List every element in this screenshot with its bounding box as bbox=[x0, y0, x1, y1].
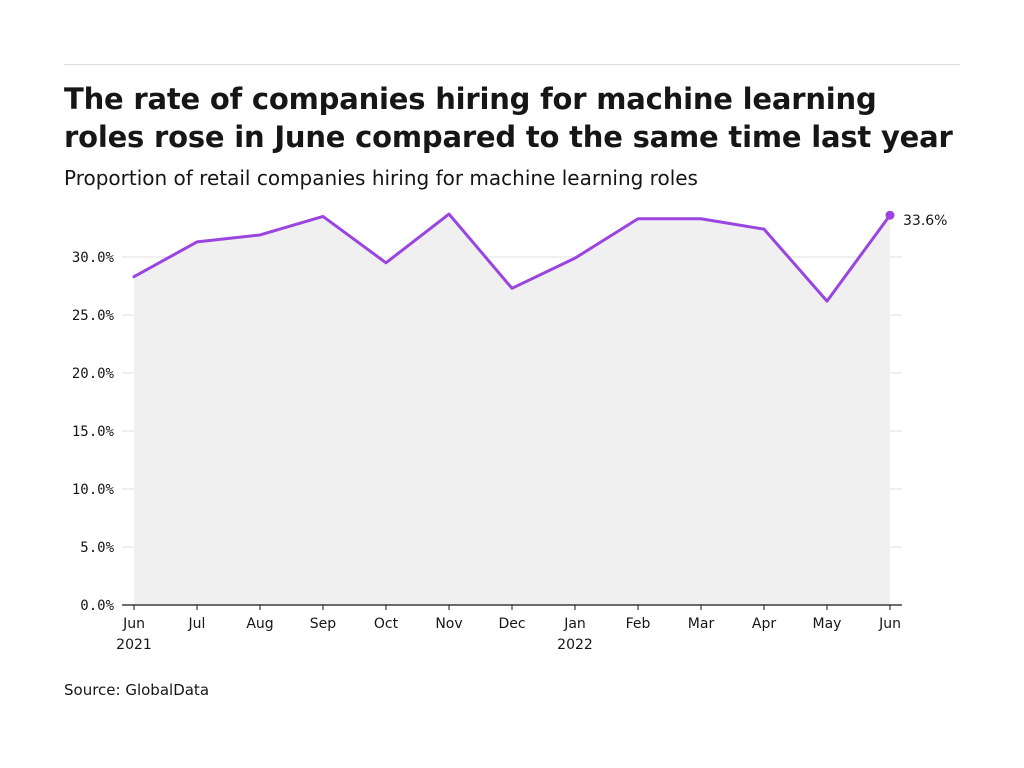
x-tick-label: Sep bbox=[310, 616, 337, 632]
x-tick-year-label: 2022 bbox=[557, 637, 593, 653]
axis-layer bbox=[122, 604, 902, 610]
last-point-marker bbox=[885, 210, 895, 220]
y-tick-label: 25.0% bbox=[72, 308, 115, 324]
chart-title: The rate of companies hiring for machine… bbox=[64, 82, 953, 154]
y-tick-label: 20.0% bbox=[72, 366, 115, 382]
area-fill-layer bbox=[134, 214, 890, 605]
end-value-label: 33.6% bbox=[903, 213, 947, 229]
series-line bbox=[132, 212, 892, 303]
y-tick-labels: 0.0% 5.0% 10.0% 15.0% 20.0% 25.0% 30.0% bbox=[72, 250, 115, 614]
x-tick-label: Dec bbox=[498, 616, 525, 632]
y-tick-label: 30.0% bbox=[72, 250, 115, 266]
x-tick-label: Jul bbox=[188, 616, 206, 632]
area-fill bbox=[134, 214, 890, 605]
x-tick-labels: Jun 2021 Jul Aug Sep Oct Nov Dec Jan 2022 Feb Mar Ap… bbox=[116, 616, 901, 653]
x-tick-label: Mar bbox=[688, 616, 715, 632]
x-tick-label: Nov bbox=[435, 616, 462, 632]
y-tick-label: 0.0% bbox=[80, 598, 114, 614]
x-tick-label: Aug bbox=[246, 616, 273, 632]
y-tick-label: 10.0% bbox=[72, 482, 115, 498]
x-tick-label: Jun bbox=[122, 616, 145, 632]
source-note: Source: GlobalData bbox=[64, 681, 210, 699]
x-tick-label: May bbox=[813, 616, 842, 632]
x-tick-label: Jun bbox=[878, 616, 901, 632]
end-label-layer: 33.6% bbox=[903, 213, 947, 229]
x-tick-label: Apr bbox=[752, 616, 776, 632]
x-tick-label: Feb bbox=[626, 616, 651, 632]
series-line-layer bbox=[132, 210, 895, 303]
y-tick-label: 15.0% bbox=[72, 424, 115, 440]
chart-subtitle: Proportion of retail companies hiring fo… bbox=[64, 166, 698, 190]
x-tick-label: Oct bbox=[374, 616, 399, 632]
top-rule bbox=[64, 64, 960, 65]
y-tick-label: 5.0% bbox=[80, 540, 114, 556]
x-tick-year-label: 2021 bbox=[116, 637, 152, 653]
x-tick-label: Jan bbox=[563, 616, 586, 632]
